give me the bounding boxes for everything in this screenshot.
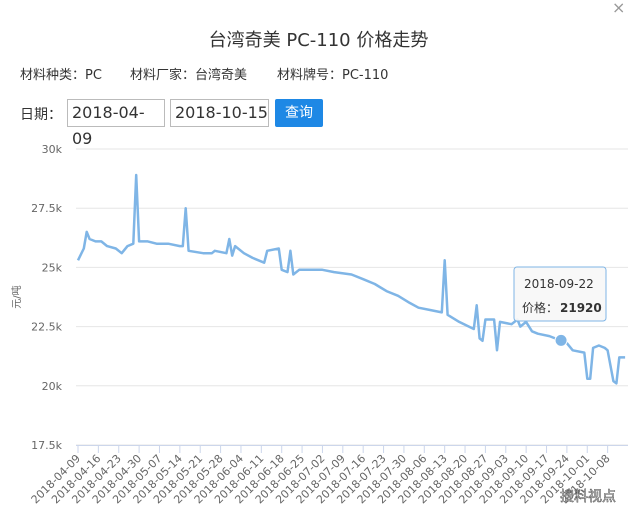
close-button[interactable]: × xyxy=(612,0,626,17)
y-axis-label: 元/吨 xyxy=(10,285,23,308)
query-button[interactable]: 查询 xyxy=(275,99,323,127)
y-tick-label: 20k xyxy=(42,380,63,393)
highlight-point xyxy=(554,333,568,347)
y-tick-label: 27.5k xyxy=(31,202,62,215)
info: 材料牌号：PC-110 xyxy=(277,68,389,83)
tooltip-date: 2018-09-22 xyxy=(524,277,594,291)
tooltip-label: 价格： xyxy=(522,300,558,315)
y-tick-label: 22.5k xyxy=(31,321,62,334)
info: 材料种类：PC xyxy=(20,68,102,83)
y-tick-label: 25k xyxy=(42,261,63,274)
start-date-input[interactable]: 2018-04-09 xyxy=(67,99,165,148)
watermark: 搜料视点 xyxy=(560,489,616,505)
info: 材料厂家：台湾奇美 xyxy=(130,68,248,83)
y-tick-label: 30k xyxy=(42,143,63,156)
tooltip: 2018-09-22 价格： 21920 xyxy=(513,266,607,322)
end-date-input[interactable]: 2018-10-15 xyxy=(170,99,269,127)
y-tick-label: 17.5k xyxy=(31,439,62,452)
title: 台湾奇美 PC-110 价格走势 xyxy=(208,30,429,51)
tooltip-box xyxy=(513,266,607,322)
tooltip-value: 21920 xyxy=(560,301,602,315)
date-label: 日期： xyxy=(20,107,62,123)
